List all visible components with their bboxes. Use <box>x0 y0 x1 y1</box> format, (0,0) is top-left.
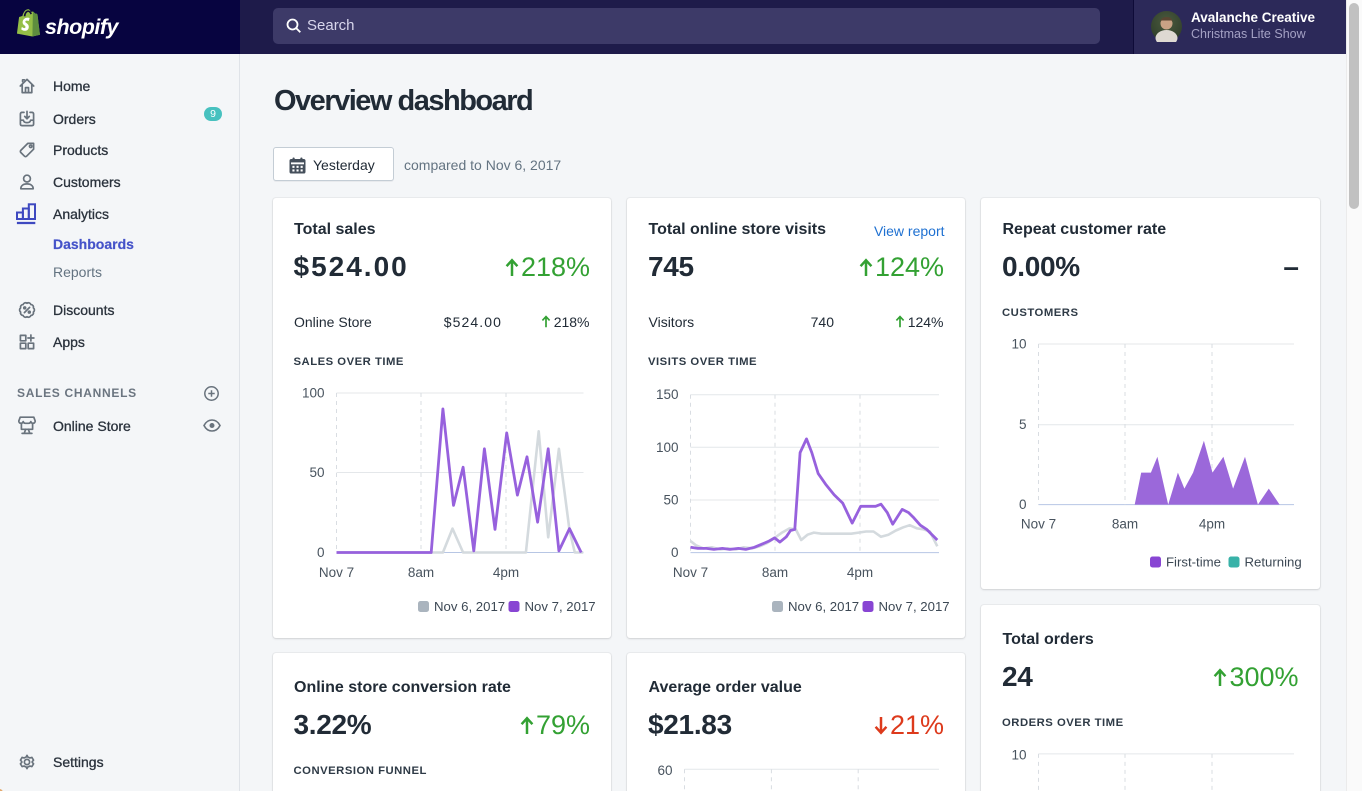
svg-text:Nov 6, 2017: Nov 6, 2017 <box>434 599 505 614</box>
svg-text:100: 100 <box>301 386 324 401</box>
svg-text:Returning: Returning <box>1245 555 1302 570</box>
svg-text:10: 10 <box>1011 337 1026 352</box>
svg-text:0: 0 <box>671 545 679 560</box>
svg-text:4pm: 4pm <box>492 565 518 580</box>
svg-text:Nov 7, 2017: Nov 7, 2017 <box>879 599 950 614</box>
svg-text:0: 0 <box>1019 497 1027 512</box>
svg-text:4pm: 4pm <box>1199 517 1225 532</box>
svg-text:150: 150 <box>656 387 679 402</box>
svg-text:First-time: First-time <box>1166 555 1221 570</box>
svg-text:8am: 8am <box>1112 517 1138 532</box>
svg-text:8am: 8am <box>762 565 788 580</box>
svg-text:60: 60 <box>657 763 672 778</box>
svg-text:100: 100 <box>656 440 679 455</box>
svg-text:Nov 6, 2017: Nov 6, 2017 <box>788 599 859 614</box>
svg-text:50: 50 <box>309 465 324 480</box>
svg-text:Nov 7: Nov 7 <box>673 565 708 580</box>
svg-text:Nov 7, 2017: Nov 7, 2017 <box>524 599 595 614</box>
svg-text:8am: 8am <box>407 565 433 580</box>
svg-text:0: 0 <box>316 545 324 560</box>
svg-text:5: 5 <box>1019 417 1027 432</box>
svg-text:Nov 7: Nov 7 <box>1021 517 1056 532</box>
svg-text:10: 10 <box>1011 748 1026 763</box>
svg-text:Nov 7: Nov 7 <box>318 565 353 580</box>
svg-text:50: 50 <box>663 493 678 508</box>
svg-text:4pm: 4pm <box>847 565 873 580</box>
